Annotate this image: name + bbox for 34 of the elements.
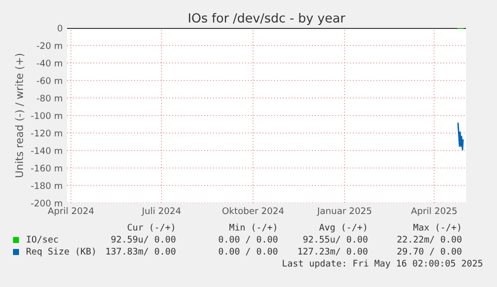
- chart-title: IOs for /dev/sdc - by year: [188, 12, 346, 26]
- text: 0.00 / 0.00: [218, 236, 278, 244]
- line-series: [457, 122, 464, 150]
- y-tick-label: -140 m: [31, 147, 62, 154]
- x-tick-label: Juli 2024: [141, 207, 181, 216]
- y-tick-label: -160 m: [31, 164, 62, 172]
- y-tick-label: -200 m: [31, 200, 62, 207]
- text: 92.55u/ 0.00: [303, 236, 368, 244]
- y-tick-label: -60 m: [36, 77, 62, 84]
- text: Cur (-/+): [128, 224, 174, 232]
- x-tick-label: April 2024: [48, 207, 94, 216]
- text: Min (-/+): [229, 224, 276, 232]
- y-tick-label: -80 m: [36, 94, 62, 102]
- text: Max (-/+): [413, 224, 460, 232]
- legend-label: Req Size (KB): [26, 248, 95, 256]
- y-tick-label: -120 m: [31, 130, 62, 137]
- y-tick-label: 0: [58, 24, 62, 32]
- y-tick-label: -20 m: [36, 42, 62, 50]
- text: 137.83m/ 0.00: [106, 248, 176, 256]
- x-tick-label: Januar 2025: [316, 207, 372, 216]
- y-tick-label: -40 m: [36, 60, 62, 67]
- y-tick-label: -100 m: [31, 112, 62, 120]
- text: 127.23m/ 0.00: [298, 248, 368, 256]
- text: 22.22m/ 0.00: [397, 236, 462, 244]
- x-tick-label: April 2025: [410, 207, 457, 216]
- text: Avg (-/+): [319, 224, 366, 232]
- legend-label: IO/sec: [26, 236, 58, 244]
- y-axis-title: Units read (-) / write (+): [15, 54, 24, 178]
- text: Last update: Fri May 16 02:00:05 2025: [282, 260, 482, 268]
- x-tick-label: Oktober 2024: [222, 207, 284, 214]
- text: 92.59u/ 0.00: [111, 236, 176, 244]
- y-tick-label: -180 m: [31, 182, 62, 190]
- text: 29.70 / 0.00: [397, 248, 462, 256]
- text: 0.00 / 0.00: [218, 248, 278, 256]
